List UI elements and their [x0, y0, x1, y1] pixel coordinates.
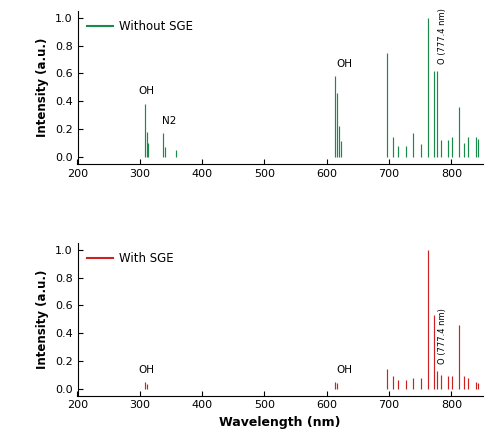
Text: OH: OH: [336, 59, 352, 69]
X-axis label: Wavelength (nm): Wavelength (nm): [219, 416, 341, 429]
Text: O (777.4 nm): O (777.4 nm): [438, 8, 446, 64]
Text: OH: OH: [138, 86, 154, 95]
Y-axis label: Intensity (a.u.): Intensity (a.u.): [36, 38, 50, 137]
Legend: With SGE: With SGE: [84, 249, 177, 269]
Text: O (777.4 nm): O (777.4 nm): [438, 308, 446, 364]
Y-axis label: Intensity (a.u.): Intensity (a.u.): [36, 270, 50, 369]
Text: OH: OH: [336, 365, 352, 375]
Text: OH: OH: [138, 365, 154, 375]
Legend: Without SGE: Without SGE: [84, 17, 196, 37]
Text: N2: N2: [162, 116, 176, 126]
